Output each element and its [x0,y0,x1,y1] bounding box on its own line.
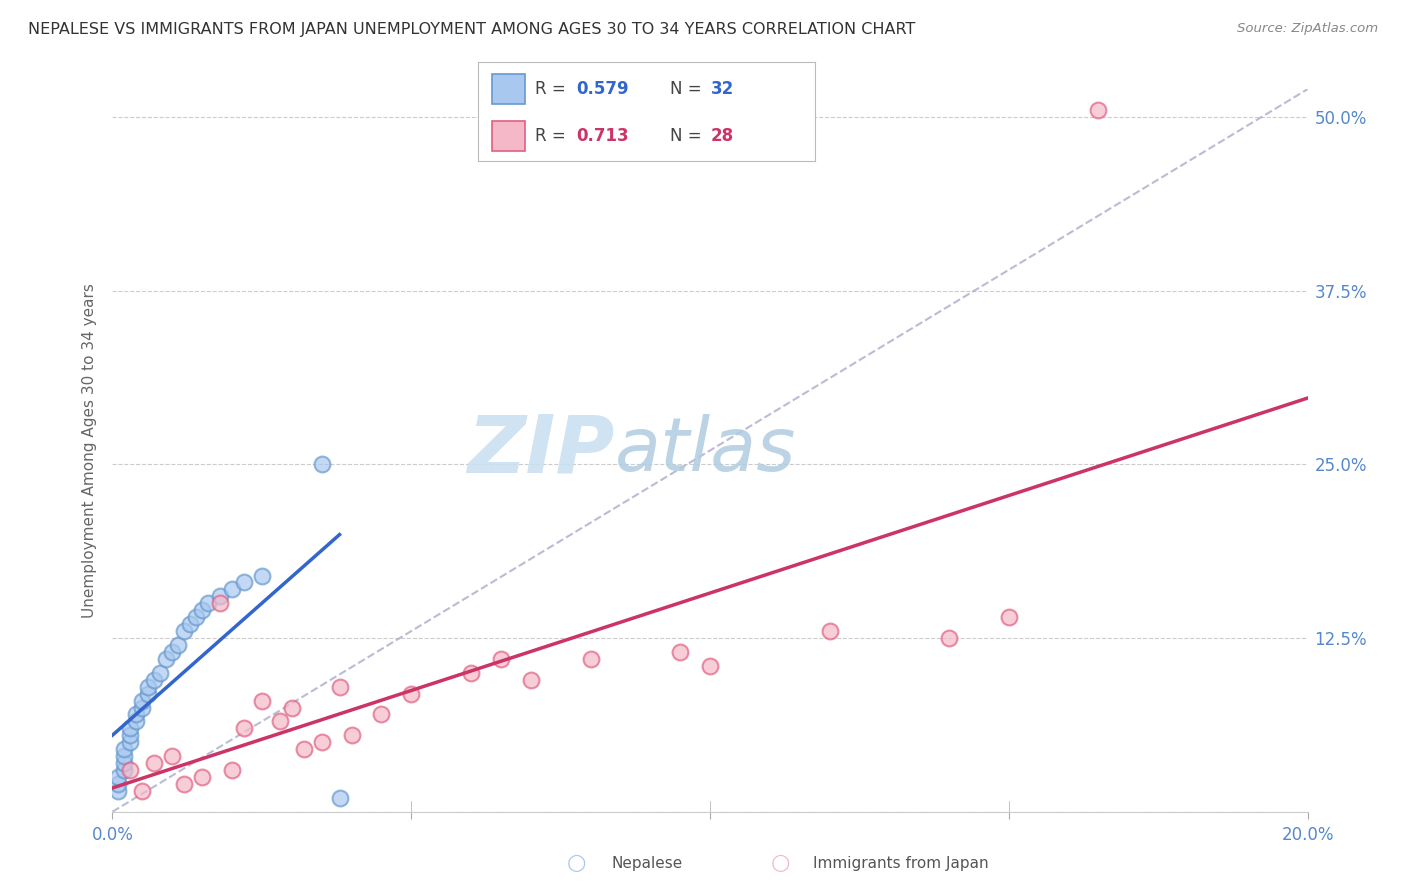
Text: 0.579: 0.579 [576,80,628,98]
Point [460,665,482,680]
Point [167,638,190,652]
Point [340,728,363,742]
Text: 32: 32 [711,80,734,98]
Point [173,777,195,791]
Point [938,631,960,645]
Point [579,652,602,666]
Point [292,742,315,756]
Text: N =: N = [671,127,707,145]
Text: 0.713: 0.713 [576,127,628,145]
Point [233,575,256,590]
Text: ○: ○ [567,854,586,873]
Point [197,596,219,610]
Point [669,645,692,659]
Text: atlas: atlas [614,415,796,486]
Point [143,756,166,770]
Point [209,596,232,610]
Point [107,784,129,798]
Point [149,665,172,680]
Point [131,693,153,707]
Point [125,707,148,722]
Text: Nepalese: Nepalese [612,856,683,871]
Point [329,790,352,805]
Point [131,784,153,798]
Point [250,568,273,582]
Text: N =: N = [671,80,707,98]
Point [107,777,129,791]
Point [138,687,160,701]
Point [401,687,423,701]
Point [120,735,142,749]
Point [1087,103,1109,117]
Text: Immigrants from Japan: Immigrants from Japan [813,856,988,871]
Point [489,652,512,666]
Point [250,693,273,707]
Point [699,658,721,673]
Point [209,590,232,604]
Point [179,617,201,632]
Point [173,624,195,639]
Point [311,735,333,749]
Point [114,742,135,756]
Point [114,763,135,777]
Text: ZIP: ZIP [467,411,614,490]
Text: NEPALESE VS IMMIGRANTS FROM JAPAN UNEMPLOYMENT AMONG AGES 30 TO 34 YEARS CORRELA: NEPALESE VS IMMIGRANTS FROM JAPAN UNEMPL… [28,22,915,37]
Text: Source: ZipAtlas.com: Source: ZipAtlas.com [1237,22,1378,36]
Point [370,707,392,722]
Point [138,680,160,694]
Point [143,673,166,687]
Point [162,645,183,659]
Point [107,770,129,784]
Text: 28: 28 [711,127,734,145]
Text: ○: ○ [770,854,790,873]
Point [191,603,214,617]
Point [120,722,142,736]
Point [998,610,1021,624]
Point [120,763,142,777]
Point [125,714,148,729]
Y-axis label: Unemployment Among Ages 30 to 34 years: Unemployment Among Ages 30 to 34 years [82,283,97,618]
Text: R =: R = [536,80,571,98]
Point [221,763,243,777]
Point [191,770,214,784]
Point [114,749,135,764]
Point [329,680,352,694]
Point [233,722,256,736]
Point [269,714,291,729]
Text: R =: R = [536,127,571,145]
Bar [492,121,526,151]
Point [131,700,153,714]
Point [221,582,243,597]
Point [120,728,142,742]
Point [114,756,135,770]
Point [818,624,841,639]
Point [186,610,208,624]
Point [281,700,304,714]
Point [520,673,543,687]
Point [162,749,183,764]
Point [155,652,177,666]
Point [311,458,333,472]
Bar [492,74,526,103]
